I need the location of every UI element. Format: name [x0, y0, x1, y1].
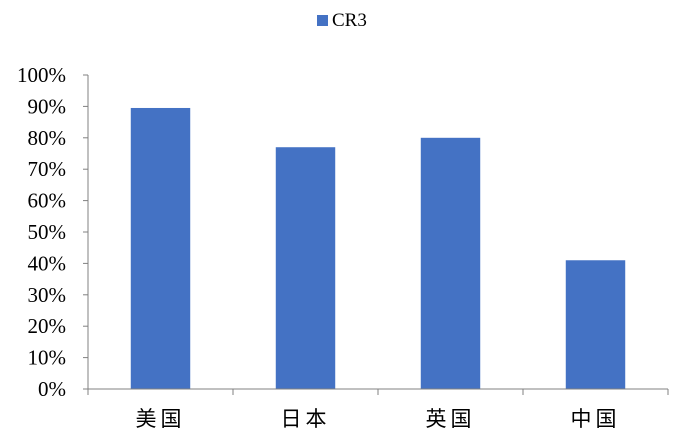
bar-4: [565, 260, 626, 389]
x-axis-labels: 美国 日本 英国 中国: [136, 407, 621, 431]
bars: [130, 107, 626, 389]
y-tick-label: 100%: [17, 63, 66, 87]
x-tick-label: 美国: [136, 407, 186, 431]
y-axis-ticks: [83, 74, 88, 390]
y-tick-label: 10%: [28, 346, 67, 370]
y-tick-label: 60%: [28, 189, 67, 213]
y-axis-labels: 0% 10% 20% 30% 40% 50% 60% 70% 80% 90% 100%: [17, 63, 66, 401]
bar-1: [130, 107, 191, 389]
x-tick-label: 日本: [281, 407, 331, 431]
y-tick-label: 40%: [28, 251, 67, 275]
x-tick-label: 中国: [571, 407, 621, 431]
y-tick-label: 80%: [28, 126, 67, 150]
legend: CR3: [317, 10, 367, 31]
bar-2: [275, 147, 336, 389]
x-axis-ticks: [87, 389, 669, 395]
y-tick-label: 70%: [28, 157, 67, 181]
y-tick-label: 0%: [38, 377, 66, 401]
y-tick-label: 30%: [28, 283, 67, 307]
bar-3: [420, 137, 481, 389]
x-tick-label: 英国: [426, 407, 476, 431]
y-tick-label: 90%: [28, 94, 67, 118]
y-tick-label: 20%: [28, 314, 67, 338]
legend-label-cr3: CR3: [332, 10, 367, 31]
legend-swatch-cr3: [317, 15, 328, 26]
y-tick-label: 50%: [28, 220, 67, 244]
